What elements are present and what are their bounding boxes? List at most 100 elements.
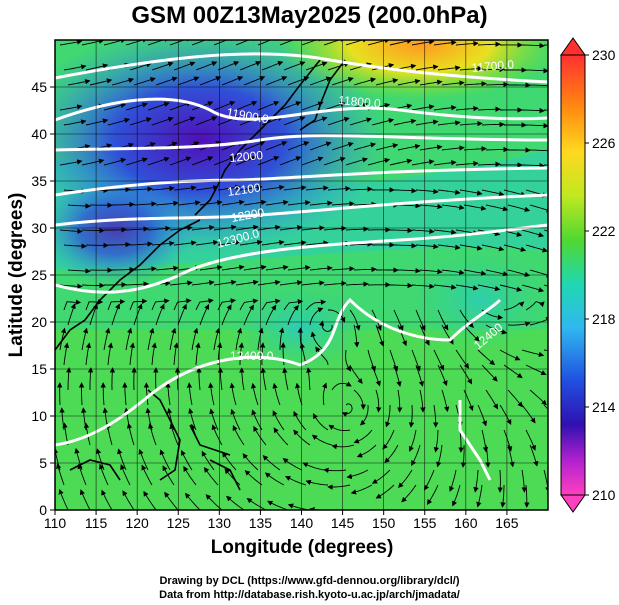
streamline	[397, 268, 421, 274]
streamline	[305, 61, 328, 71]
warm-patch	[280, 40, 548, 100]
streamline	[217, 298, 237, 311]
streamline	[437, 364, 448, 387]
streamline	[485, 324, 508, 335]
streamline	[419, 268, 443, 275]
streamline	[521, 349, 545, 357]
streamline	[129, 241, 153, 247]
streamline	[353, 429, 373, 444]
streamline	[63, 243, 87, 249]
streamline	[195, 342, 201, 366]
streamline	[81, 158, 105, 166]
streamline	[353, 77, 377, 86]
streamline	[59, 228, 83, 234]
streamline	[371, 469, 391, 484]
streamline	[243, 199, 267, 206]
streamline	[155, 303, 165, 326]
streamline	[463, 204, 487, 211]
streamline	[278, 327, 285, 350]
streamline	[257, 327, 264, 351]
streamline	[141, 464, 153, 486]
streamline	[353, 324, 360, 348]
y-tick-label: 20	[31, 314, 47, 330]
streamline	[235, 156, 258, 166]
streamline	[203, 466, 219, 486]
streamline	[350, 484, 373, 495]
streamline	[411, 159, 435, 166]
streamline	[529, 83, 548, 89]
streamline	[213, 327, 221, 351]
streamline	[345, 281, 369, 287]
streamline	[419, 79, 443, 86]
streamline	[177, 303, 187, 326]
streamline	[309, 141, 332, 151]
streamline	[147, 40, 170, 46]
y-tick-label: 30	[31, 220, 47, 236]
streamline	[285, 475, 307, 486]
streamline	[524, 484, 530, 508]
streamline	[265, 199, 289, 206]
streamline	[191, 327, 199, 351]
x-tick-label: 135	[249, 515, 273, 531]
streamline	[397, 389, 403, 413]
colorbar-label: 230	[592, 47, 616, 63]
streamline	[390, 227, 413, 234]
streamline	[155, 200, 179, 207]
y-tick-label: 35	[31, 173, 47, 189]
streamline	[305, 185, 329, 191]
streamline	[318, 320, 333, 332]
x-axis-title: Longitude (degrees)	[211, 537, 394, 558]
streamline	[66, 367, 72, 390]
y-tick-label: 10	[31, 408, 47, 424]
streamline	[371, 118, 395, 126]
streamline	[499, 404, 512, 426]
streamline	[126, 422, 135, 446]
streamline	[279, 101, 302, 111]
streamline	[415, 243, 439, 250]
streamline	[437, 189, 461, 195]
streamline	[327, 484, 351, 490]
streamline	[109, 367, 116, 390]
streamline	[107, 342, 114, 366]
streamline	[331, 381, 352, 391]
streamline	[125, 327, 133, 351]
streamline	[173, 116, 196, 126]
streamline	[279, 40, 302, 46]
streamline	[426, 484, 439, 505]
streamline	[437, 244, 461, 250]
streamline	[301, 280, 325, 286]
streamline	[103, 327, 111, 351]
streamline	[327, 116, 350, 126]
streamline	[169, 40, 192, 46]
x-tick-label: 130	[208, 515, 232, 531]
colorbar-label: 210	[592, 487, 616, 503]
streamline	[459, 189, 483, 196]
streamline	[125, 40, 148, 46]
streamline	[177, 76, 200, 86]
streamline	[477, 41, 501, 47]
streamline	[476, 484, 483, 508]
streamline	[481, 364, 498, 382]
streamline	[242, 453, 259, 471]
y-tick-label: 15	[31, 361, 47, 377]
streamline	[169, 101, 192, 111]
streamline	[282, 367, 289, 391]
streamline	[449, 469, 457, 492]
streamline	[525, 67, 548, 74]
streamline	[375, 78, 399, 86]
streamline	[481, 121, 505, 128]
streamline	[321, 382, 328, 406]
streamline	[159, 449, 171, 471]
streamline	[213, 279, 237, 286]
streamline	[151, 298, 170, 311]
streamline	[353, 389, 366, 410]
streamline	[543, 404, 548, 410]
x-axis: 110 115 120 125 130 135 140 145 150 155 160 165	[44, 510, 519, 531]
streamline	[283, 185, 307, 191]
streamline	[328, 309, 346, 323]
streamline	[165, 382, 171, 406]
streamline	[243, 141, 266, 151]
streamline	[349, 309, 361, 331]
streamline	[257, 40, 280, 46]
streamline	[235, 40, 258, 46]
